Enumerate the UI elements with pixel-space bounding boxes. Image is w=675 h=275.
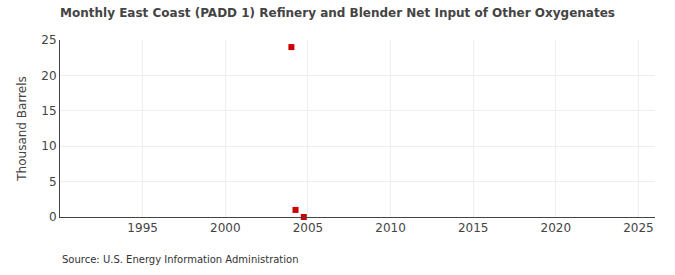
svg-text:2015: 2015 [458, 221, 489, 235]
svg-text:Source: U.S. Energy Informatio: Source: U.S. Energy Information Administ… [62, 254, 299, 265]
svg-text:1995: 1995 [127, 221, 158, 235]
svg-text:5: 5 [49, 175, 57, 189]
svg-text:10: 10 [41, 139, 56, 153]
svg-text:Monthly East Coast (PADD 1) Re: Monthly East Coast (PADD 1) Refinery and… [60, 6, 615, 20]
svg-text:2025: 2025 [623, 221, 654, 235]
svg-text:15: 15 [41, 104, 56, 118]
svg-text:2010: 2010 [375, 221, 406, 235]
svg-text:20: 20 [41, 69, 56, 83]
svg-text:25: 25 [41, 33, 56, 47]
svg-text:2000: 2000 [210, 221, 241, 235]
svg-text:2005: 2005 [293, 221, 324, 235]
svg-text:Thousand Barrels: Thousand Barrels [15, 76, 29, 181]
svg-text:0: 0 [49, 210, 57, 224]
svg-text:2020: 2020 [541, 221, 572, 235]
